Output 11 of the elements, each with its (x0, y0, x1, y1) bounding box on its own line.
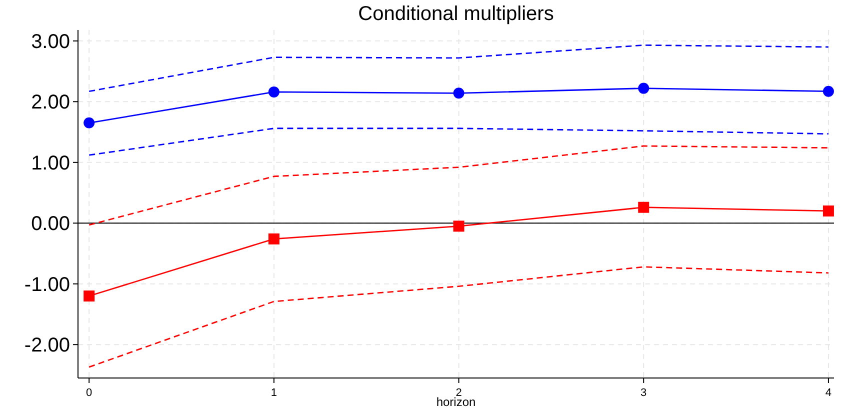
y-tick-label: 2.00 (31, 92, 70, 114)
x-tick-label: 3 (640, 387, 647, 399)
x-tick-label: 4 (825, 387, 832, 399)
y-tick-label: -1.00 (24, 274, 70, 296)
y-tick-label: 0.00 (31, 213, 70, 236)
x-tick-label: 0 (86, 387, 92, 399)
x-tick-label: 1 (270, 387, 277, 399)
y-tick-label: 3.00 (31, 30, 70, 53)
y-tick-label: 1.00 (31, 152, 70, 174)
chart-title: Conditional multipliers (358, 3, 554, 25)
y-tick-label: -2.00 (24, 334, 70, 357)
